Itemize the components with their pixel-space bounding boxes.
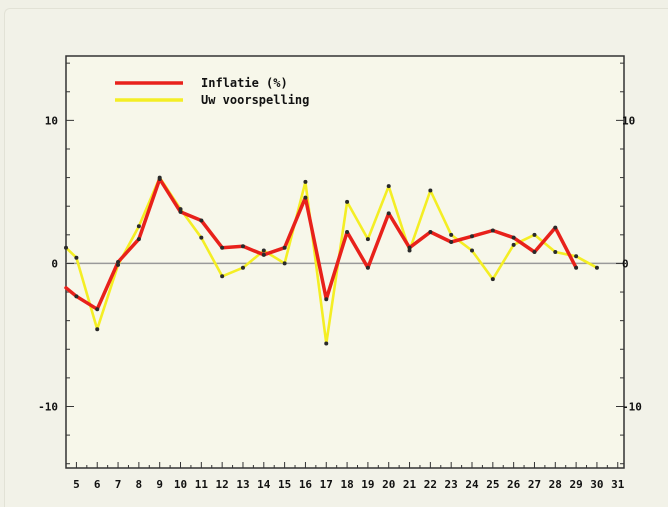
x-tick-label: 28 xyxy=(549,478,562,491)
x-tick-label: 29 xyxy=(569,478,582,491)
data-point-voorspelling xyxy=(345,199,350,204)
x-tick-label: 18 xyxy=(340,478,353,491)
x-tick-label: 31 xyxy=(611,478,625,491)
data-point-voorspelling xyxy=(74,255,79,260)
data-point-voorspelling xyxy=(511,242,516,247)
x-tick-label: 6 xyxy=(94,478,101,491)
data-point-voorspelling xyxy=(136,224,141,229)
legend: Inflatie (%) Uw voorspelling xyxy=(115,76,309,107)
data-point-inflatie xyxy=(386,211,391,216)
series-markers xyxy=(64,175,599,346)
data-point-inflatie xyxy=(303,195,308,200)
x-tick-label: 7 xyxy=(115,478,122,491)
data-point-voorspelling xyxy=(282,261,287,266)
y-tick-label-left: 0 xyxy=(51,257,58,270)
data-point-voorspelling xyxy=(365,237,370,242)
x-tick-label: 12 xyxy=(216,478,229,491)
x-tick-label: 8 xyxy=(136,478,143,491)
data-point-inflatie xyxy=(345,229,350,234)
data-point-voorspelling xyxy=(303,179,308,184)
data-point-voorspelling xyxy=(490,277,495,282)
data-point-voorspelling xyxy=(178,207,183,212)
data-point-inflatie xyxy=(407,245,412,250)
data-point-voorspelling xyxy=(324,341,329,346)
x-tick-label: 22 xyxy=(424,478,437,491)
x-tick-label: 9 xyxy=(156,478,163,491)
y-tick-label-right: 0 xyxy=(622,257,629,270)
x-tick-label: 26 xyxy=(507,478,521,491)
y-tick-label-right: -10 xyxy=(622,400,642,413)
data-point-inflatie xyxy=(95,307,100,312)
data-point-inflatie xyxy=(449,239,454,244)
x-tick-label: 5 xyxy=(73,478,80,491)
data-point-voorspelling xyxy=(64,245,68,250)
x-tick-label: 15 xyxy=(278,478,291,491)
axes: 10 10 0 0 -10 -10 5 6 7 8 9 10 11 12 13 14 15 16 17 18 19 20 2… xyxy=(38,62,642,491)
data-point-inflatie xyxy=(157,177,162,182)
series-line-inflatie xyxy=(64,177,578,311)
x-tick-label: 25 xyxy=(486,478,499,491)
data-point-voorspelling xyxy=(261,248,266,253)
x-tick-label: 16 xyxy=(299,478,313,491)
x-tick-label: 17 xyxy=(320,478,333,491)
data-point-inflatie xyxy=(116,260,121,264)
x-tick-label: 19 xyxy=(361,478,374,491)
data-point-voorspelling xyxy=(116,262,121,267)
x-tick-label: 11 xyxy=(195,478,209,491)
y-tick-label-left: -10 xyxy=(38,400,58,413)
data-point-voorspelling xyxy=(220,274,225,279)
data-point-voorspelling xyxy=(594,265,599,270)
data-point-voorspelling xyxy=(428,188,433,193)
x-tick-label: 24 xyxy=(465,478,479,491)
data-point-voorspelling xyxy=(407,248,412,253)
x-tick-label: 20 xyxy=(382,478,395,491)
data-point-voorspelling xyxy=(553,249,558,254)
data-point-voorspelling xyxy=(449,232,454,237)
data-point-inflatie xyxy=(574,265,579,270)
data-point-inflatie xyxy=(178,209,183,214)
y-tick-label-left: 10 xyxy=(45,114,58,127)
data-point-inflatie xyxy=(470,234,475,239)
data-point-inflatie xyxy=(553,225,558,230)
x-tick-label: 27 xyxy=(528,478,541,491)
y-tick-label-right: 10 xyxy=(622,114,635,127)
data-point-inflatie xyxy=(199,218,204,223)
data-point-inflatie xyxy=(136,237,141,242)
legend-label-voorspelling: Uw voorspelling xyxy=(201,93,309,107)
data-point-voorspelling xyxy=(574,254,579,259)
data-point-inflatie xyxy=(511,235,516,240)
x-tick-label: 23 xyxy=(445,478,458,491)
x-tick-label: 14 xyxy=(257,478,271,491)
data-point-inflatie xyxy=(220,245,225,250)
data-point-inflatie xyxy=(532,249,537,254)
data-point-inflatie xyxy=(240,244,245,249)
data-point-voorspelling xyxy=(95,327,100,332)
data-point-inflatie xyxy=(365,265,370,270)
x-tick-label: 30 xyxy=(590,478,603,491)
data-point-voorspelling xyxy=(470,248,475,253)
data-point-voorspelling xyxy=(199,235,204,240)
data-point-voorspelling xyxy=(240,265,245,270)
data-point-inflatie xyxy=(261,252,266,257)
x-tick-label: 21 xyxy=(403,478,417,491)
plot-area xyxy=(65,55,625,469)
data-point-inflatie xyxy=(324,297,329,302)
legend-label-inflatie: Inflatie (%) xyxy=(201,76,288,90)
data-point-inflatie xyxy=(428,229,433,234)
x-tick-label: 13 xyxy=(236,478,249,491)
data-point-inflatie xyxy=(282,245,287,250)
data-point-voorspelling xyxy=(532,232,537,237)
data-point-inflatie xyxy=(490,228,495,233)
data-point-inflatie xyxy=(74,294,79,299)
x-tick-label: 10 xyxy=(174,478,187,491)
data-point-voorspelling xyxy=(386,184,391,189)
